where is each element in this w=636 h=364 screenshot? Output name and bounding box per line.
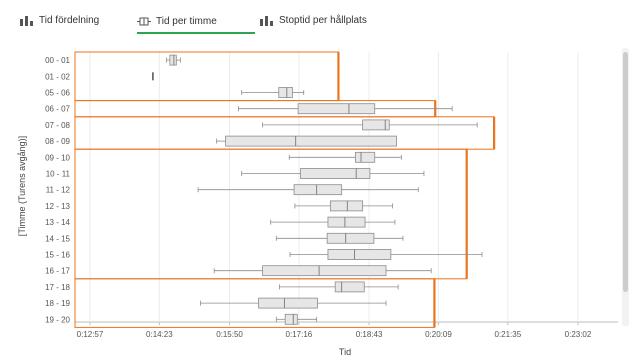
box-iqr	[327, 249, 392, 260]
x-axis: 0:12:57 0:14:23 0:15:50 0:17:16 0:18:43 0:20:…	[77, 322, 592, 339]
box-08-09[interactable]	[216, 135, 397, 147]
x-axis-label: Tid	[339, 347, 351, 357]
x-tick-label: 0:20:09	[425, 330, 452, 339]
tab-tid-per-timme[interactable]: Tid per timme	[137, 10, 255, 34]
box-15-16[interactable]	[289, 249, 483, 260]
box-19-20[interactable]	[275, 313, 318, 325]
tab-tid-fordelning[interactable]: Tid fördelning	[20, 10, 99, 30]
box-iqr	[300, 168, 371, 179]
bar-chart-icon	[260, 15, 274, 26]
box-iqr	[326, 232, 375, 244]
x-tick-label: 0:23:02	[565, 330, 592, 339]
y-tick-label: 01 - 02	[45, 72, 70, 81]
box-10-11[interactable]	[241, 168, 425, 179]
y-tick-label: 12 - 13	[45, 202, 70, 211]
y-tick-label: 13 - 14	[45, 218, 70, 227]
scrollbar-thumb[interactable]	[623, 52, 628, 292]
y-tick-label: 05 - 06	[45, 89, 70, 98]
y-axis-label: [Timme (Turens avgång)]	[17, 136, 27, 236]
x-tick-label: 0:15:50	[216, 330, 243, 339]
box-iqr	[354, 151, 376, 163]
box-11-12[interactable]	[197, 184, 419, 196]
tab-label: Stoptid per hållplats	[279, 14, 367, 26]
y-tick-label: 15 - 16	[45, 251, 70, 260]
box-iqr	[293, 184, 343, 196]
box-iqr	[362, 119, 390, 131]
box-iqr	[297, 103, 376, 115]
box-iqr	[258, 297, 318, 309]
boxes-layer	[152, 54, 483, 325]
boxplot-icon	[137, 16, 151, 27]
box-iqr	[284, 313, 298, 325]
highlight-group	[74, 148, 468, 280]
y-tick-label: 08 - 09	[45, 137, 70, 146]
y-tick-label: 19 - 20	[45, 315, 70, 324]
box-iqr	[225, 135, 397, 147]
y-tick-label: 11 - 12	[46, 186, 71, 195]
box-00-01[interactable]	[166, 54, 181, 66]
y-axis: 00 - 01 01 - 02 05 - 06 06 - 07 07 - 08 08 - …	[45, 56, 70, 324]
boxplot-chart-container: 00 - 01 01 - 02 05 - 06 06 - 07 07 - 08 08 - …	[0, 40, 636, 359]
tab-bar: Tid fördelning Tid per timme Stoptid per…	[0, 0, 636, 34]
bar-chart-icon	[20, 15, 34, 26]
box-iqr	[334, 281, 365, 293]
y-tick-label: 00 - 01	[45, 56, 70, 65]
box-17-18[interactable]	[279, 281, 399, 293]
x-tick-label: 0:17:16	[286, 330, 313, 339]
x-tick-label: 0:18:43	[356, 330, 383, 339]
x-tick-label: 0:12:57	[77, 330, 104, 339]
y-tick-label: 18 - 19	[45, 299, 70, 308]
box-iqr	[329, 200, 364, 212]
y-tick-label: 07 - 08	[45, 121, 70, 130]
box-iqr	[262, 265, 387, 277]
y-tick-label: 14 - 15	[45, 234, 70, 243]
x-tick-label: 0:14:23	[146, 330, 173, 339]
box-09-10[interactable]	[288, 151, 402, 163]
y-tick-label: 17 - 18	[45, 283, 70, 292]
y-tick-label: 09 - 10	[45, 153, 70, 162]
tab-label: Tid fördelning	[39, 14, 100, 26]
x-tick-label: 0:21:35	[494, 330, 521, 339]
y-tick-label: 16 - 17	[45, 267, 70, 276]
box-07-08[interactable]	[262, 119, 478, 131]
tab-stoptid-per-hallplats[interactable]: Stoptid per hållplats	[260, 10, 367, 30]
y-tick-label: 10 - 11	[46, 170, 71, 179]
box-14-15[interactable]	[275, 232, 404, 244]
box-iqr	[327, 216, 366, 228]
box-18-19[interactable]	[200, 297, 387, 309]
box-iqr	[278, 87, 293, 98]
box-06-07[interactable]	[238, 103, 453, 115]
box-05-06[interactable]	[241, 87, 305, 98]
y-tick-label: 06 - 07	[45, 105, 70, 114]
box-12-13[interactable]	[294, 200, 393, 212]
box-iqr	[169, 54, 177, 66]
boxplot-chart: 00 - 01 01 - 02 05 - 06 06 - 07 07 - 08 08 - …	[17, 48, 629, 357]
highlight-layer	[74, 51, 496, 328]
box-16-17[interactable]	[213, 265, 432, 277]
tab-label: Tid per timme	[156, 15, 217, 27]
box-13-14[interactable]	[270, 216, 396, 228]
